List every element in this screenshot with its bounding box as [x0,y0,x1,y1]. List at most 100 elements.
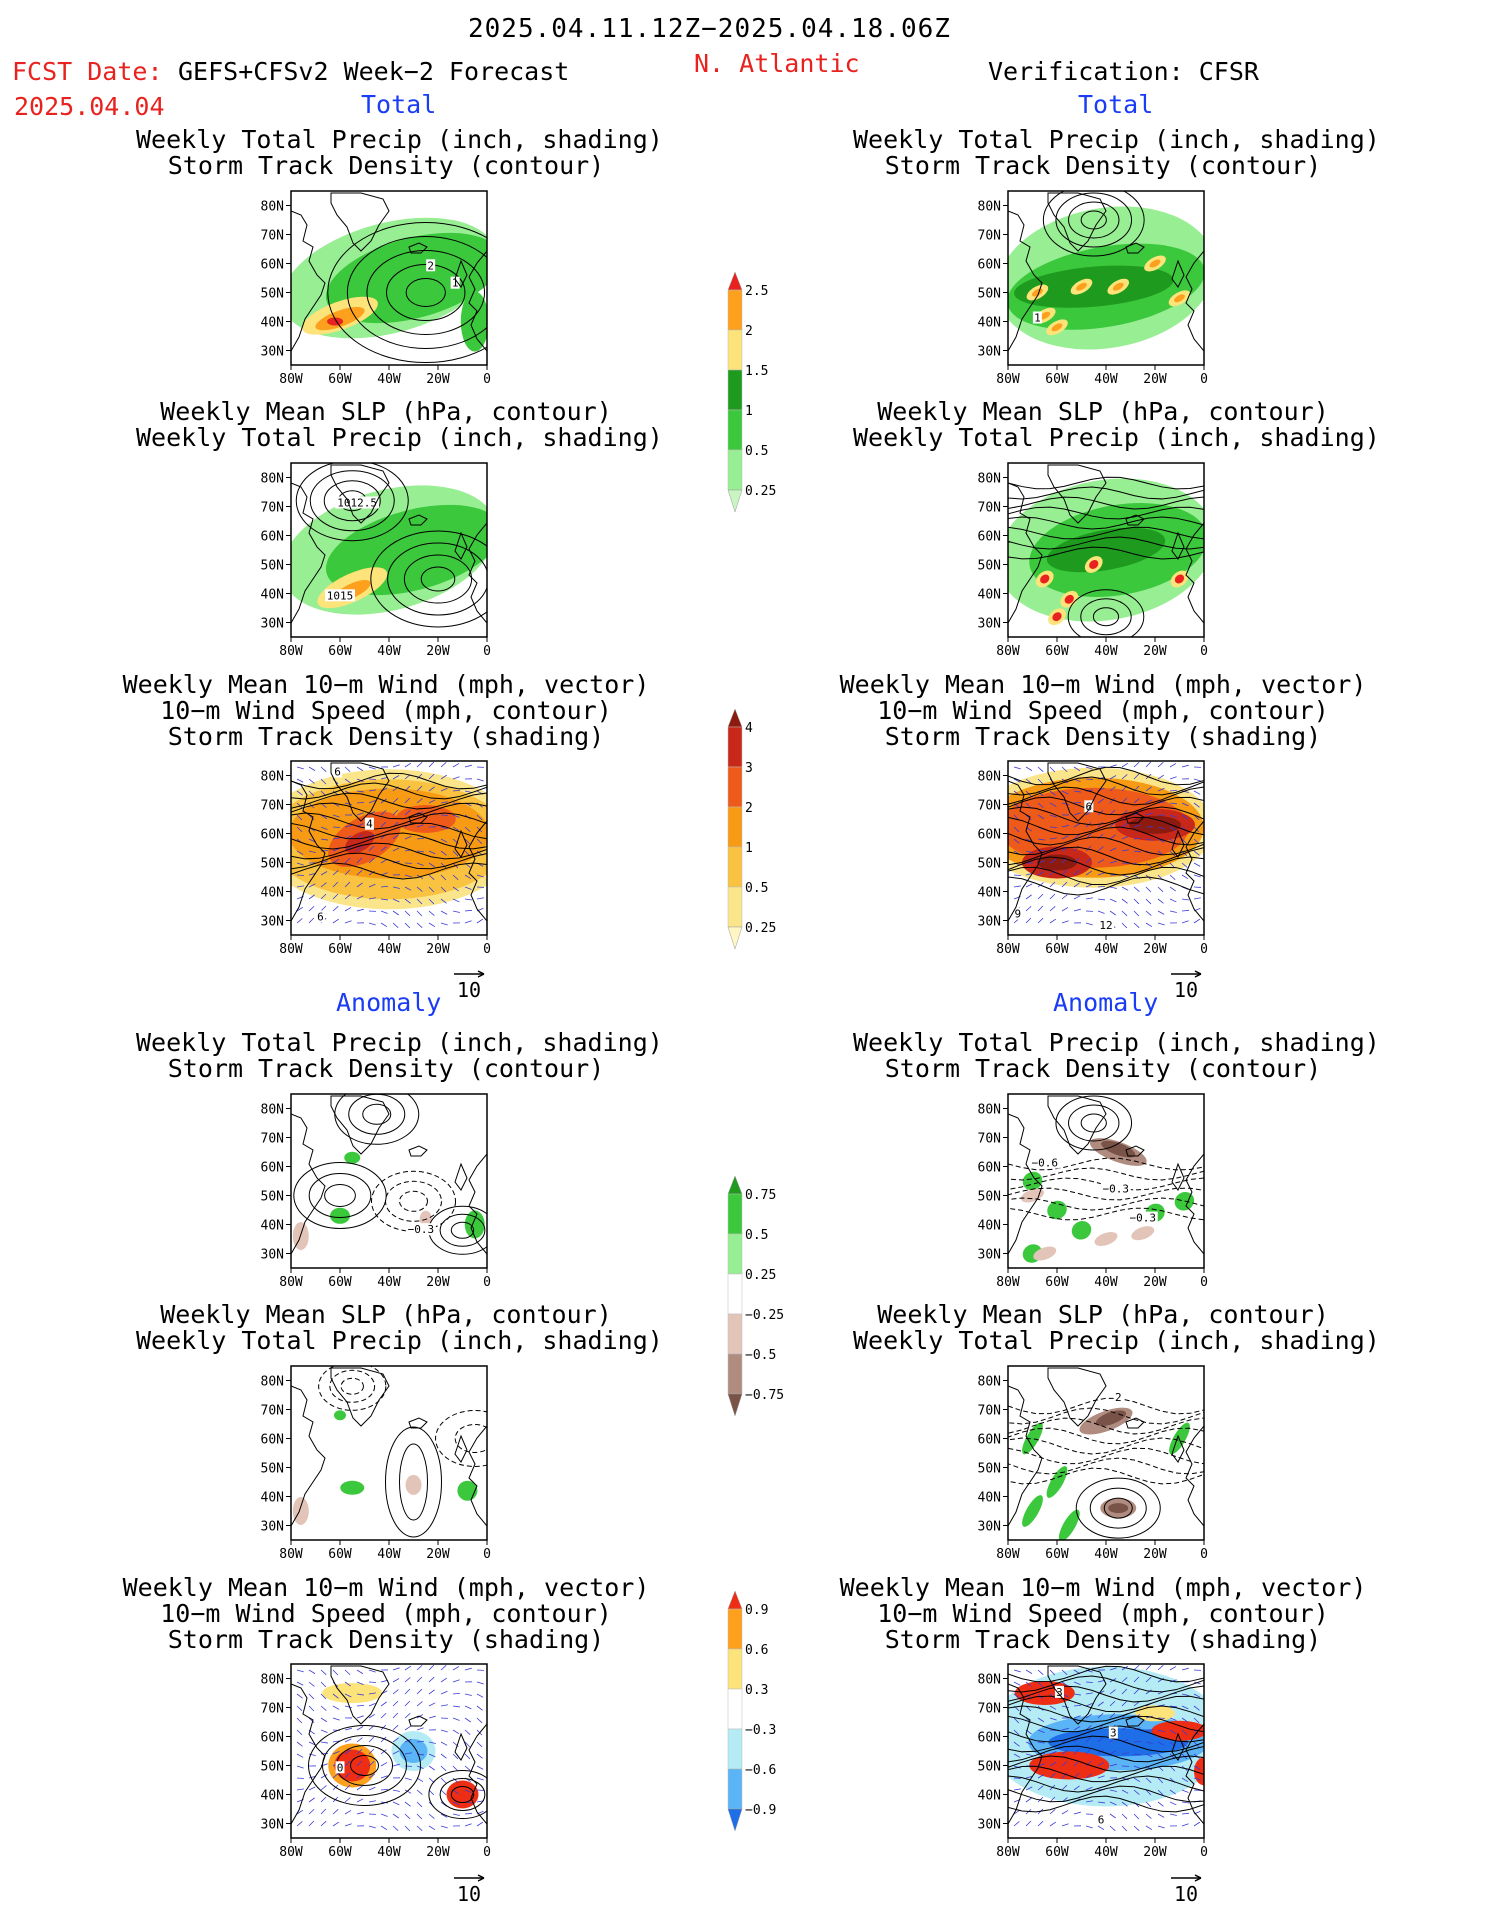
title-obs-total-wind: Weekly Mean 10−m Wind (mph, vector)10−m … [823,672,1383,750]
lon-tick-label: 60W [1045,942,1069,957]
contour-label: −0.3 [1103,1183,1130,1196]
lat-tick-label: 60N [261,1731,284,1746]
lat-tick-label: 40N [261,316,284,331]
lon-tick-label: 0 [483,1275,491,1290]
lat-tick-label: 30N [978,617,1001,632]
lat-tick-label: 80N [261,1375,284,1390]
lat-tick-label: 40N [261,588,284,603]
lat-tick-label: 40N [261,1789,284,1804]
lat-tick-label: 70N [978,1404,1001,1419]
lon-tick-label: 20W [1143,644,1167,659]
vector-ref-label: 10 [1174,1882,1198,1906]
lon-tick-label: 40W [1094,644,1118,659]
lat-tick-label: 40N [978,1491,1001,1506]
lon-tick-label: 40W [1094,1845,1118,1860]
title-obs-anom-precip: Weekly Total Precip (inch, shading)Storm… [853,1030,1353,1082]
lat-tick-label: 60N [978,1731,1001,1746]
lat-tick-label: 50N [978,1190,1001,1205]
colorbar-label: −0.25 [745,1308,784,1323]
lon-tick-label: 20W [426,1275,450,1290]
lat-tick-label: 70N [978,501,1001,516]
lat-tick-label: 70N [978,1132,1001,1147]
lat-tick-label: 40N [978,316,1001,331]
lon-tick-label: 40W [1094,1547,1118,1562]
colorbar-label: 0.75 [745,1188,776,1203]
lon-tick-label: 80W [996,1547,1020,1562]
colorbar-label: 0.25 [745,921,776,936]
lon-tick-label: 60W [328,644,352,659]
contour-label: 9 [1014,908,1021,921]
contour-label: 0 [337,1761,344,1774]
contour-label: 3 [1110,1727,1117,1740]
title-fcst-anom-precip: Weekly Total Precip (inch, shading)Storm… [136,1030,636,1082]
contour-label: 6 [317,911,324,924]
lon-tick-label: 20W [426,1547,450,1562]
lon-tick-label: 60W [1045,644,1069,659]
lat-tick-label: 40N [978,588,1001,603]
title-fcst-total-slp: Weekly Mean SLP (hPa, contour)Weekly Tot… [136,399,636,451]
section-total-left: Total [361,92,436,117]
vector-ref-label: 10 [1174,978,1198,1002]
lat-tick-label: 80N [261,1103,284,1118]
lat-tick-label: 50N [261,1760,284,1775]
colorbar-swatch [728,807,742,847]
section-total-right: Total [1078,92,1153,117]
colorbar-swatch [728,1234,742,1274]
lon-tick-label: 40W [377,644,401,659]
lat-tick-label: 60N [978,1161,1001,1176]
lon-tick-label: 40W [377,1547,401,1562]
lon-tick-label: 0 [483,372,491,387]
lon-tick-label: 80W [279,1845,303,1860]
lon-tick-label: 20W [426,372,450,387]
vector-ref-label: 10 [457,1882,481,1906]
colorbar-swatch [728,887,742,927]
colorbar-swatch [728,1609,742,1649]
lon-tick-label: 60W [328,1845,352,1860]
colorbar-label: 0.9 [745,1603,768,1618]
lat-tick-label: 60N [261,828,284,843]
colorbar-label: 1.5 [745,364,768,379]
lat-tick-label: 60N [978,258,1001,273]
colorbar-precip-total: 2.521.510.50.25 [708,270,788,610]
lat-tick-label: 60N [261,530,284,545]
vector-ref-obs-anom: 10 [1157,1868,1217,1908]
lat-tick-label: 40N [978,886,1001,901]
lat-tick-label: 80N [978,1103,1001,1118]
lat-tick-label: 70N [261,1702,284,1717]
lat-tick-label: 80N [261,200,284,215]
colorbar-label: −0.6 [745,1763,776,1778]
colorbar-label: 2.5 [745,284,768,299]
fcst-date-label: FCST Date: [12,59,163,84]
lon-tick-label: 20W [1143,372,1167,387]
lon-tick-label: 60W [1045,1547,1069,1562]
lat-tick-label: 70N [261,501,284,516]
lat-tick-label: 40N [978,1789,1001,1804]
lon-tick-label: 40W [377,942,401,957]
title-fcst-anom-wind: Weekly Mean 10−m Wind (mph, vector)10−m … [106,1575,666,1653]
colorbar-swatch [728,727,742,767]
lat-tick-label: 70N [261,799,284,814]
lat-tick-label: 60N [261,258,284,273]
contour-label: 6 [334,766,341,779]
colorbar-label: 0.6 [745,1643,768,1658]
colorbar-precip-anomaly: 0.750.50.25−0.25−0.5−0.75 [708,1174,788,1514]
colorbar-label: 2 [745,801,753,816]
lat-tick-label: 50N [978,857,1001,872]
colorbar-label: 0.25 [745,484,776,499]
lat-tick-label: 30N [261,1520,284,1535]
lon-tick-label: 40W [377,1845,401,1860]
lat-tick-label: 60N [978,1433,1001,1448]
lon-tick-label: 0 [483,1547,491,1562]
colorbar-label: −0.75 [745,1388,784,1403]
lat-tick-label: 60N [978,530,1001,545]
lat-tick-label: 50N [261,1462,284,1477]
